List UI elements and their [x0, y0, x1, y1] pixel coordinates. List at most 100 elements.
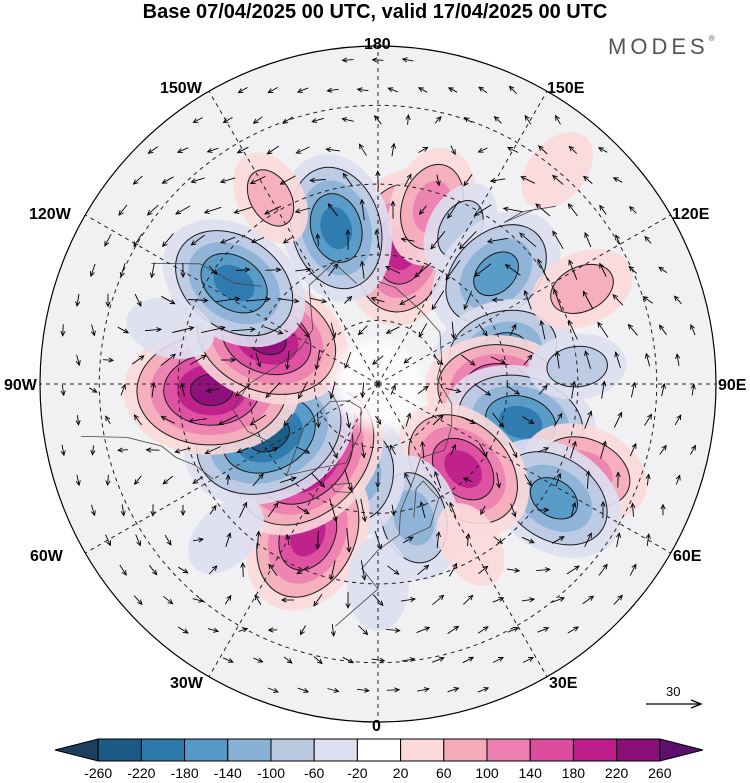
wind-arrow	[296, 322, 310, 338]
lon-label-30w: 30W	[170, 675, 203, 692]
wind-arrow-head	[615, 234, 620, 241]
wind-arrow	[432, 594, 444, 606]
wind-arrow-head	[528, 419, 535, 425]
wind-arrow-head	[499, 359, 506, 364]
wind-arrow	[246, 298, 270, 302]
wind-arrow-head	[599, 204, 605, 211]
wind-arrow-head	[573, 565, 580, 571]
colorbar-tick-label: 180	[561, 765, 586, 781]
wind-arrow	[487, 237, 509, 243]
wind-arrow-head	[315, 233, 321, 239]
wind-arrow	[464, 117, 472, 123]
wind-arrow-head	[627, 323, 634, 330]
wind-arrow-head	[375, 170, 381, 177]
wind-arrow-head	[170, 353, 177, 359]
wind-arrow-head	[377, 543, 383, 550]
wind-arrow-head	[465, 532, 471, 539]
wind-arrow-head	[359, 198, 365, 205]
colorbar-cell	[227, 738, 272, 762]
wind-arrow	[263, 326, 283, 334]
wind-arrow	[374, 530, 382, 550]
wind-arrow-head	[258, 473, 264, 480]
wind-arrow-head	[222, 118, 229, 124]
wind-arrow	[191, 234, 205, 246]
wind-arrow	[331, 624, 335, 636]
wind-arrow-head	[174, 448, 181, 454]
wind-arrow-head	[512, 452, 518, 459]
wind-arrow	[599, 205, 607, 215]
wind-arrow	[268, 564, 278, 576]
anomaly-field	[123, 132, 648, 631]
wind-arrow-head	[486, 238, 493, 244]
wind-arrow	[387, 565, 399, 575]
wind-arrow	[616, 533, 620, 547]
wind-arrow-head	[526, 480, 532, 487]
colorbar-cell	[356, 738, 402, 762]
wind-arrow	[238, 87, 248, 93]
wind-arrow	[236, 269, 250, 271]
wind-arrow-head	[423, 687, 430, 693]
wind-arrow-head	[430, 243, 436, 250]
wind-arrow	[584, 533, 592, 547]
wind-arrow	[238, 502, 248, 518]
wind-arrow	[447, 201, 459, 219]
wind-arrow-head	[631, 563, 637, 570]
wind-arrow	[372, 355, 384, 365]
wind-arrow	[268, 87, 278, 93]
wind-arrow-head	[675, 353, 681, 360]
wind-arrow-head	[89, 271, 95, 278]
wind-arrow	[407, 115, 409, 125]
wind-arrow-head	[410, 597, 417, 603]
wind-arrow-head	[198, 597, 205, 603]
wind-arrow-head	[150, 381, 156, 388]
wind-arrow	[371, 297, 385, 303]
wind-arrow	[613, 412, 623, 428]
wind-arrow	[90, 263, 96, 277]
wind-arrow-head	[254, 594, 260, 601]
wind-arrow	[555, 473, 561, 487]
wind-arrow	[105, 534, 111, 546]
wind-arrow	[61, 384, 65, 396]
wind-arrow	[105, 415, 111, 425]
wind-arrow	[328, 263, 338, 277]
wind-arrow-head	[346, 422, 352, 429]
wind-arrow	[523, 354, 533, 366]
coastline	[335, 281, 453, 627]
wind-arrow-head	[438, 414, 444, 420]
wind-arrow-head	[226, 532, 232, 539]
wind-arrow-head	[423, 385, 429, 391]
wind-arrow-head	[630, 502, 636, 509]
wind-arrow	[296, 505, 310, 515]
wind-arrow-head	[346, 547, 352, 553]
wind-arrow-head	[279, 179, 286, 185]
wind-arrow	[632, 503, 634, 517]
colorbar-tick-label: 220	[604, 765, 629, 781]
wind-arrow-head	[467, 594, 474, 601]
wind-arrow-head	[236, 148, 243, 154]
wind-arrow	[674, 295, 682, 305]
wind-arrow	[177, 626, 189, 634]
wind-arrow	[225, 533, 231, 547]
wind-arrow-head	[203, 297, 209, 303]
wind-arrow	[282, 116, 294, 124]
wind-arrow-head	[361, 574, 367, 581]
wind-arrow	[615, 352, 621, 368]
wind-arrow-head	[169, 299, 176, 305]
wind-arrow-head	[192, 478, 199, 484]
wind-arrow-head	[265, 392, 271, 399]
wind-arrow	[496, 472, 500, 488]
wind-arrow	[463, 290, 473, 310]
wind-arrow	[601, 381, 605, 399]
contour-band	[126, 297, 215, 359]
colorbar	[54, 738, 704, 762]
reference-vector-arrow	[646, 699, 703, 709]
wind-arrow	[238, 628, 248, 632]
wind-arrow-head	[597, 147, 604, 153]
wind-arrow	[432, 657, 444, 663]
wind-arrow	[207, 147, 219, 153]
wind-arrow	[462, 595, 474, 605]
wind-arrow-head	[119, 271, 125, 278]
wind-arrow	[521, 176, 535, 184]
wind-arrow	[360, 560, 366, 580]
wind-arrow-head	[645, 473, 651, 480]
